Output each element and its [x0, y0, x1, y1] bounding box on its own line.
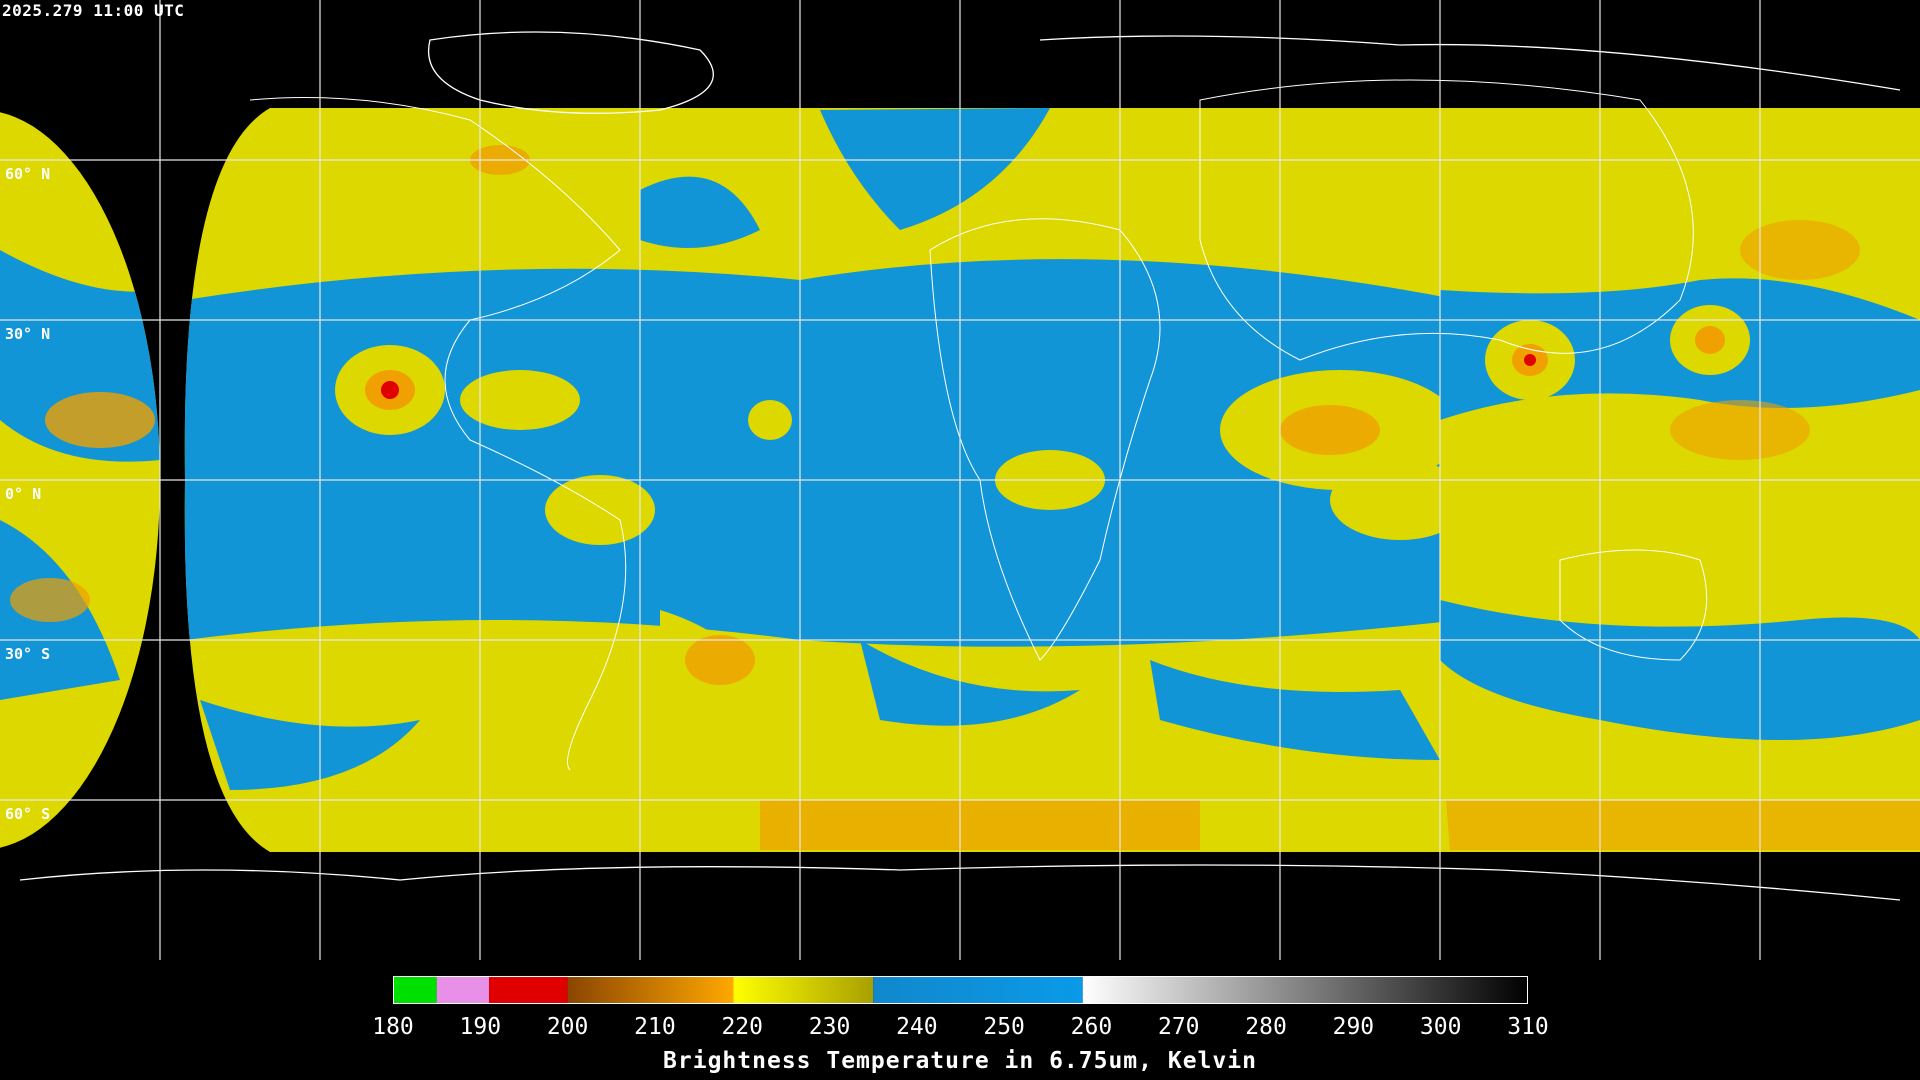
lat-label-60s: 60° S [5, 805, 50, 823]
satellite-map: 60° N 30° N 0° N 30° S 60° S [0, 0, 1920, 960]
colorbar-tick-label: 180 [372, 1014, 414, 1040]
colorbar-tick-label: 200 [546, 1014, 589, 1040]
colorbar-segment [436, 976, 490, 1004]
lat-lon-grid [0, 0, 1920, 960]
colorbar [393, 976, 1528, 1004]
colorbar-segment [733, 976, 874, 1004]
colorbar-tick-label: 250 [983, 1014, 1025, 1040]
colorbar-segment [567, 976, 734, 1004]
colorbar-scale [393, 976, 1528, 1004]
lat-label-30n: 30° N [5, 325, 50, 343]
latitude-labels: 60° N 30° N 0° N 30° S 60° S [5, 165, 50, 823]
colorbar-tick-label: 210 [634, 1014, 676, 1040]
colorbar-tick-label: 260 [1070, 1014, 1113, 1040]
colorbar-segment [1082, 976, 1528, 1004]
colorbar-title: Brightness Temperature in 6.75um, Kelvin [663, 1048, 1257, 1074]
colorbar-segment [393, 976, 437, 1004]
lat-label-0n: 0° N [5, 485, 41, 503]
colorbar-tick-label: 280 [1245, 1014, 1287, 1040]
colorbar-tick-label: 300 [1419, 1014, 1462, 1040]
lat-label-30s: 30° S [5, 645, 50, 663]
colorbar-tick-label: 310 [1507, 1014, 1549, 1040]
colorbar-tick-label: 220 [721, 1014, 763, 1040]
colorbar-tick-label: 230 [808, 1014, 851, 1040]
colorbar-tick-label: 270 [1157, 1014, 1200, 1040]
lat-label-60n: 60° N [5, 165, 50, 183]
coastlines [19, 31, 1901, 901]
colorbar-segment [873, 976, 1083, 1004]
colorbar-segment [489, 976, 568, 1004]
timestamp: 2025.279 11:00 UTC [2, 1, 185, 20]
colorbar-tick-label: 290 [1332, 1014, 1375, 1040]
colorbar-tick-label: 190 [459, 1014, 502, 1040]
colorbar-tick-label: 240 [896, 1014, 938, 1040]
